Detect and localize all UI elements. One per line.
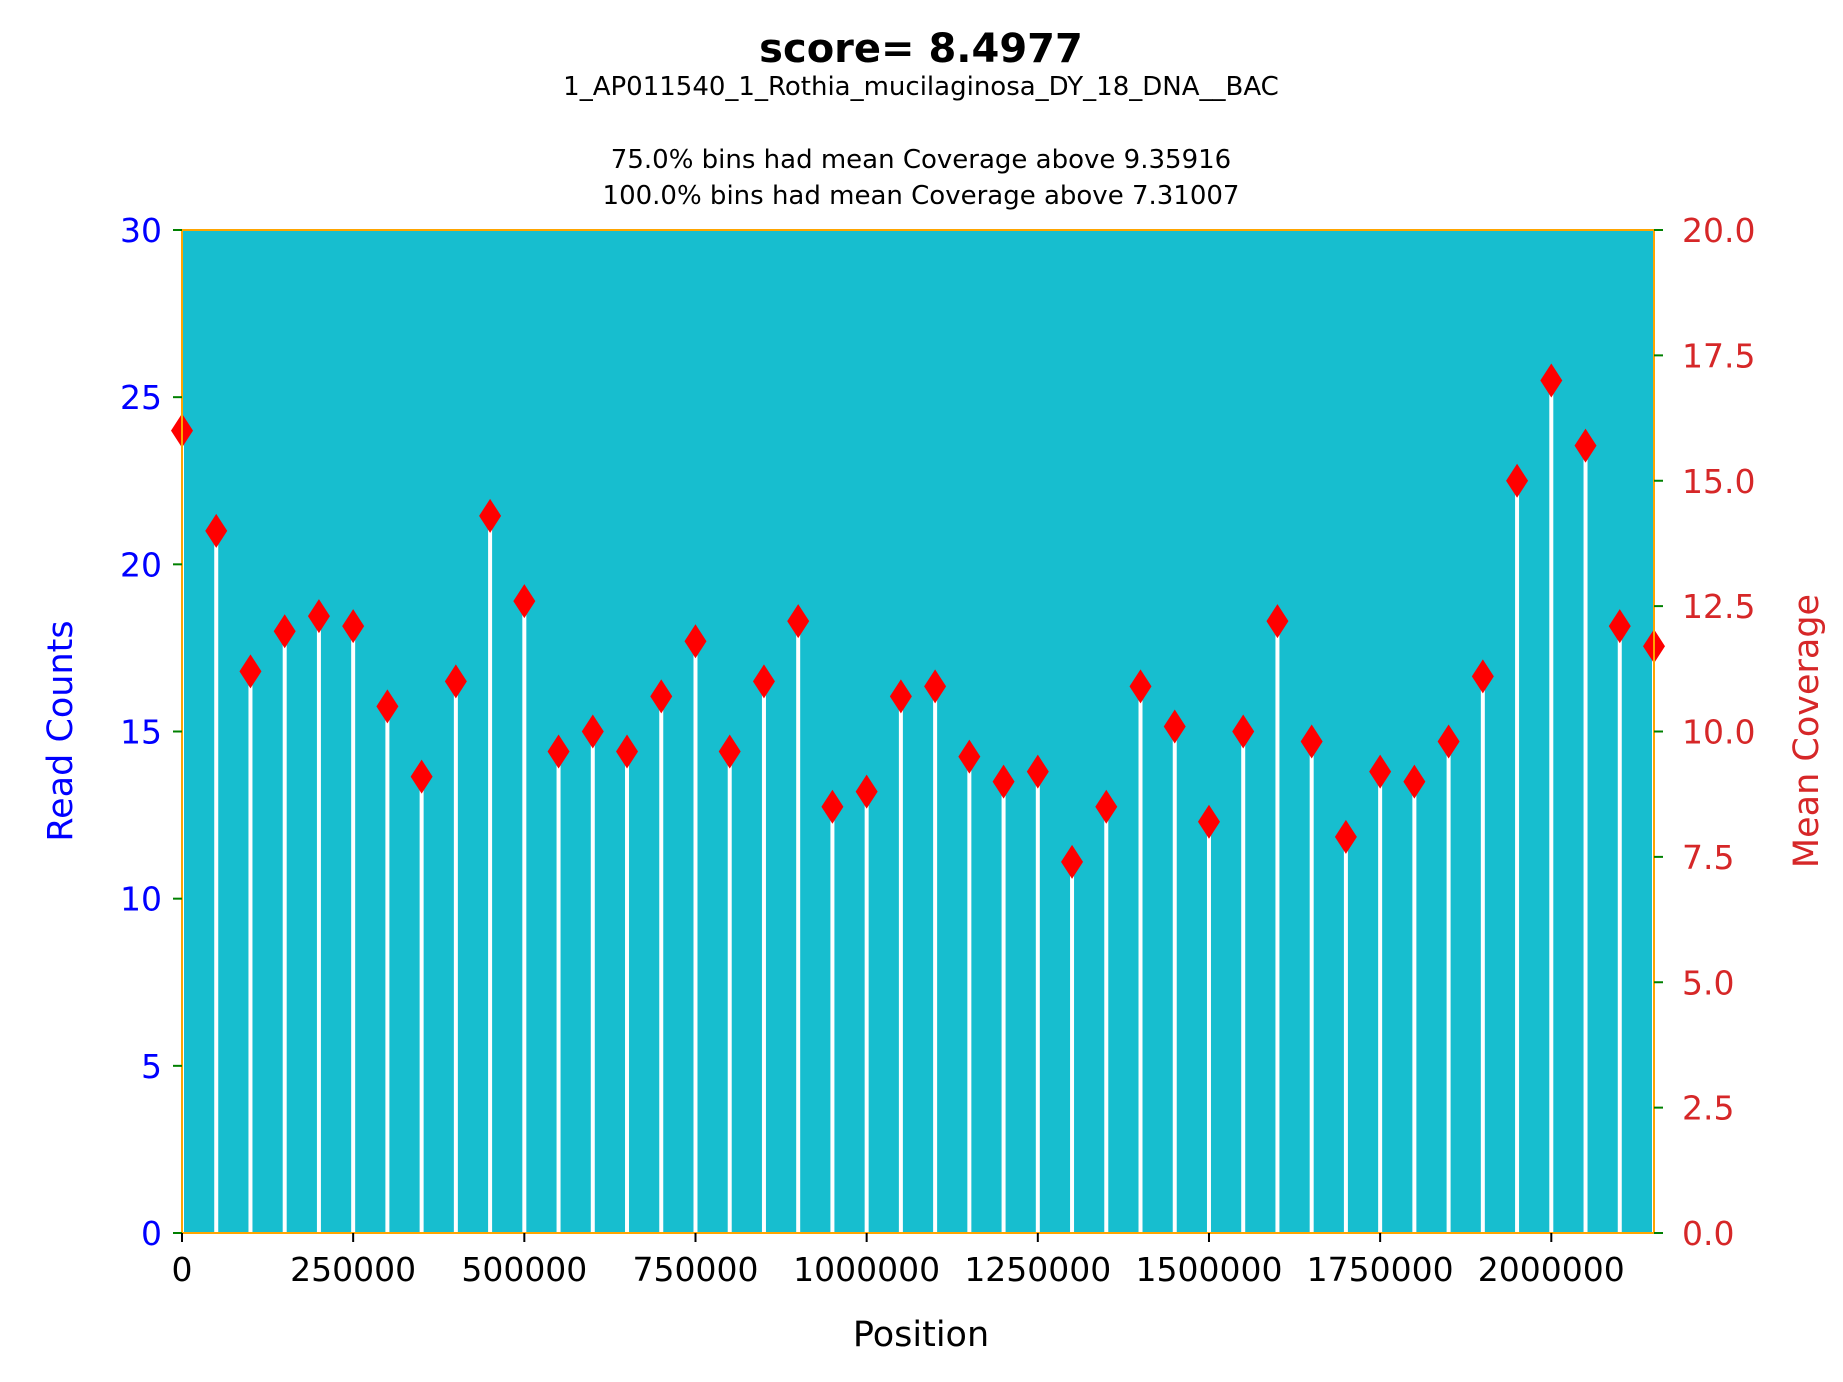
x-tick-label: 2000000 bbox=[1478, 1250, 1625, 1289]
coverage-marker bbox=[1574, 428, 1597, 463]
right-tick-label: 20.0 bbox=[1682, 211, 1755, 250]
left-axis-label: Read Counts bbox=[41, 620, 81, 841]
right-tick-label: 5.0 bbox=[1682, 963, 1734, 1002]
coverage-marker bbox=[1197, 804, 1220, 839]
coverage-marker bbox=[787, 604, 810, 639]
right-tick-label: 10.0 bbox=[1682, 713, 1755, 752]
x-tick-label: 250000 bbox=[290, 1250, 416, 1289]
right-axis: 0.0 2.5 5.0 7.5 10.0 12.5 15.0 17.5 20.0 bbox=[1654, 211, 1755, 1253]
coverage-marker bbox=[1471, 659, 1494, 694]
coverage-marker bbox=[547, 734, 570, 769]
left-tick-label: 10 bbox=[120, 880, 162, 919]
plot-area bbox=[182, 230, 1654, 1233]
left-tick-label: 20 bbox=[120, 545, 162, 584]
left-tick-label: 5 bbox=[141, 1047, 162, 1086]
coverage-marker bbox=[479, 498, 502, 533]
coverage-marker bbox=[752, 664, 775, 699]
right-tick-label: 12.5 bbox=[1682, 587, 1755, 626]
coverage-marker bbox=[1334, 819, 1357, 854]
left-tick-label: 15 bbox=[120, 713, 162, 752]
coverage-marker bbox=[1026, 754, 1049, 789]
coverage-marker bbox=[1369, 754, 1392, 789]
coverage-marker bbox=[1232, 714, 1255, 749]
coverage-marker bbox=[1506, 463, 1529, 498]
x-tick-label: 1500000 bbox=[1135, 1250, 1282, 1289]
coverage-marker bbox=[718, 734, 741, 769]
right-tick-label: 15.0 bbox=[1682, 462, 1755, 501]
coverage-marker bbox=[1437, 724, 1460, 759]
coverage-marker bbox=[239, 654, 262, 689]
right-tick-label: 17.5 bbox=[1682, 336, 1755, 375]
x-axis: 0 250000 500000 750000 1000000 1250000 1500000… bbox=[172, 1233, 1625, 1289]
x-tick-label: 750000 bbox=[632, 1250, 758, 1289]
coverage-marker bbox=[444, 664, 467, 699]
coverage-marker bbox=[855, 774, 878, 809]
coverage-marker bbox=[205, 513, 228, 548]
right-tick-label: 0.0 bbox=[1682, 1214, 1734, 1253]
coverage-marker bbox=[307, 599, 330, 634]
chart-title: score= 8.4977 bbox=[759, 26, 1083, 72]
subtitle-line-4: 100.0% bins had mean Coverage above 7.31… bbox=[603, 181, 1240, 211]
x-axis-label: Position bbox=[853, 1315, 989, 1355]
coverage-marker bbox=[616, 734, 639, 769]
coverage-marker bbox=[342, 609, 365, 644]
left-tick-label: 25 bbox=[120, 378, 162, 417]
coverage-marker bbox=[958, 739, 981, 774]
coverage-marker bbox=[1540, 363, 1563, 398]
coverage-marker bbox=[650, 679, 673, 714]
coverage-marker bbox=[410, 759, 433, 794]
coverage-marker bbox=[821, 789, 844, 824]
x-tick-label: 1250000 bbox=[964, 1250, 1111, 1289]
coverage-marker bbox=[1163, 709, 1186, 744]
x-tick-label: 1750000 bbox=[1307, 1250, 1454, 1289]
coverage-marker bbox=[1095, 789, 1118, 824]
left-axis: 0 5 10 15 20 25 30 bbox=[120, 211, 182, 1253]
coverage-marker bbox=[513, 584, 536, 619]
x-tick-label: 0 bbox=[172, 1250, 193, 1289]
coverage-marker bbox=[924, 669, 947, 704]
coverage-marker bbox=[1061, 844, 1084, 879]
markers-group bbox=[171, 363, 1665, 879]
coverage-marker bbox=[1403, 764, 1426, 799]
coverage-marker bbox=[889, 679, 912, 714]
right-tick-label: 2.5 bbox=[1682, 1089, 1734, 1128]
x-tick-label: 1000000 bbox=[793, 1250, 940, 1289]
subtitle-line-3: 75.0% bins had mean Coverage above 9.359… bbox=[611, 145, 1231, 175]
coverage-marker bbox=[581, 714, 604, 749]
left-tick-label: 30 bbox=[120, 211, 162, 250]
right-tick-label: 7.5 bbox=[1682, 838, 1734, 877]
coverage-marker bbox=[992, 764, 1015, 799]
coverage-marker bbox=[1300, 724, 1323, 759]
coverage-marker bbox=[1608, 609, 1631, 644]
left-tick-label: 0 bbox=[141, 1214, 162, 1253]
right-axis-label: Mean Coverage bbox=[1787, 594, 1827, 868]
coverage-marker bbox=[273, 614, 296, 649]
x-tick-label: 500000 bbox=[461, 1250, 587, 1289]
subtitle-line-1: 1_AP011540_1_Rothia_mucilaginosa_DY_18_D… bbox=[563, 72, 1279, 102]
stems-group bbox=[180, 380, 1656, 1233]
coverage-marker bbox=[376, 689, 399, 724]
coverage-marker bbox=[1266, 604, 1289, 639]
coverage-marker bbox=[1129, 669, 1152, 704]
coverage-marker bbox=[684, 624, 707, 659]
